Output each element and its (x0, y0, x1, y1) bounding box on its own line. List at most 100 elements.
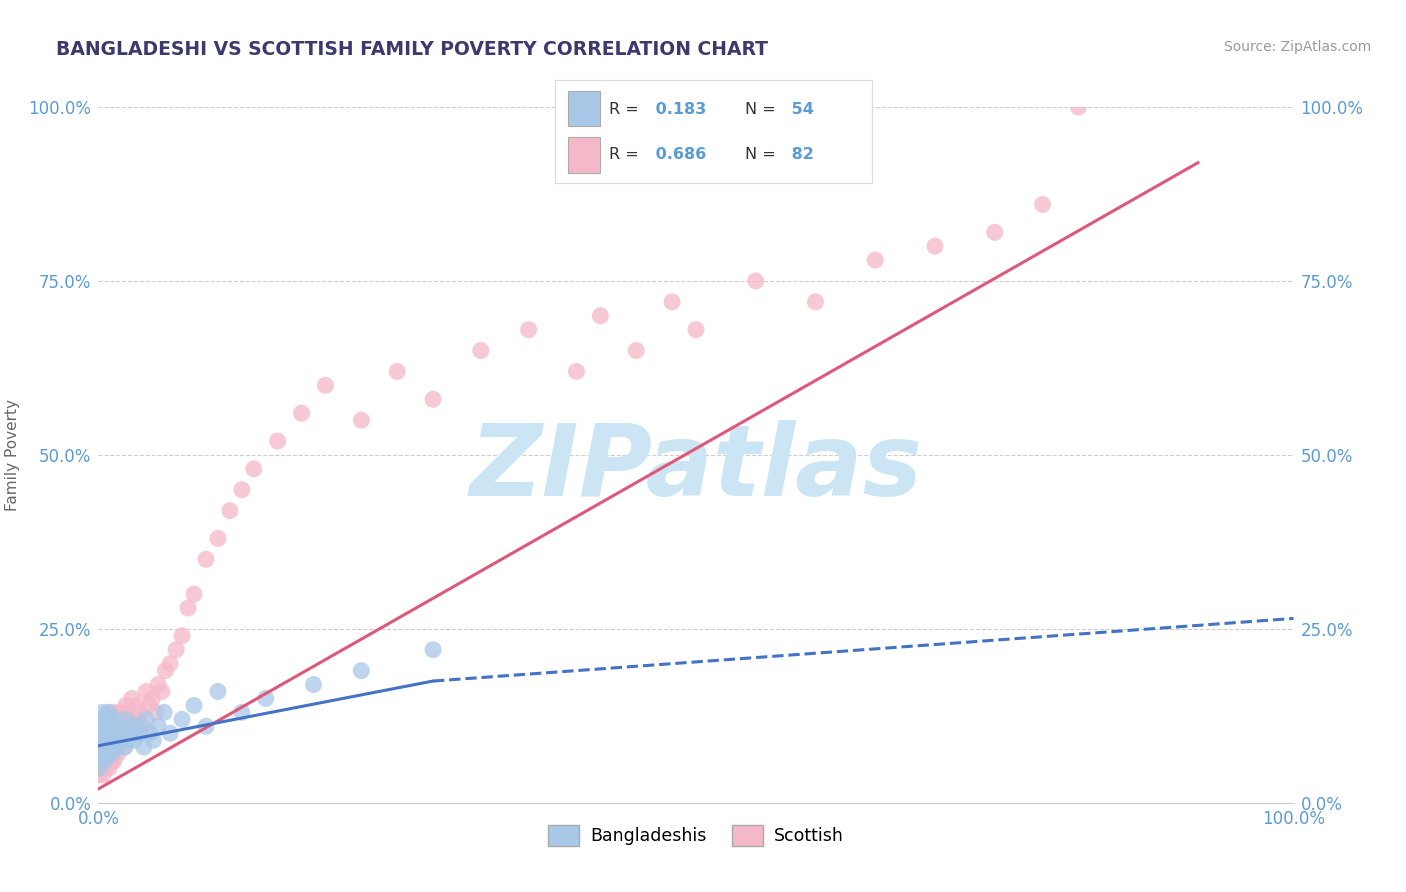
Text: R =: R = (609, 146, 644, 161)
Point (105, 726, 128, 740)
Point (422, 642, 444, 657)
Text: 0.183: 0.183 (650, 102, 707, 117)
Point (125, 698, 148, 713)
Point (589, 309, 612, 323)
Point (96, 733, 118, 747)
Point (120, 719, 142, 733)
Point (1032, 197, 1054, 211)
Text: R =: R = (609, 102, 644, 117)
Point (291, 406, 314, 420)
Point (117, 733, 139, 747)
Point (107, 747, 129, 761)
Point (183, 587, 205, 601)
Point (97, 726, 120, 740)
Point (254, 691, 277, 706)
Point (91, 754, 114, 768)
Text: Source: ZipAtlas.com: Source: ZipAtlas.com (1223, 40, 1371, 54)
Point (90, 712, 112, 726)
Point (129, 726, 152, 740)
Point (110, 706, 132, 720)
Bar (568, 136, 599, 173)
Point (94, 712, 117, 726)
Point (115, 719, 138, 733)
Point (172, 712, 194, 726)
Point (107, 719, 129, 733)
Point (177, 601, 200, 615)
Point (91, 740, 114, 755)
Point (108, 733, 131, 747)
Point (117, 706, 139, 720)
Point (89, 740, 111, 755)
Point (517, 323, 540, 337)
Point (91, 719, 114, 733)
Point (98, 719, 122, 733)
Point (114, 740, 136, 755)
Point (315, 378, 337, 392)
Point (94, 740, 117, 755)
Point (131, 719, 153, 733)
Text: 0.686: 0.686 (650, 146, 707, 161)
Point (125, 719, 148, 733)
Point (103, 740, 125, 755)
Point (127, 712, 149, 726)
Point (135, 684, 157, 698)
Point (97, 706, 120, 720)
Point (98, 706, 121, 720)
Point (103, 712, 125, 726)
Point (685, 323, 707, 337)
Point (804, 294, 827, 309)
Point (129, 706, 152, 720)
Point (97, 719, 120, 733)
Point (124, 733, 146, 747)
Point (745, 274, 768, 288)
Point (626, 343, 648, 358)
Point (100, 712, 122, 726)
Text: N =: N = (745, 146, 782, 161)
Point (159, 726, 181, 740)
Point (121, 691, 143, 706)
Point (661, 294, 683, 309)
Point (984, 225, 1007, 239)
Point (114, 740, 136, 755)
Point (100, 747, 122, 761)
Point (91, 768, 114, 782)
Point (104, 733, 127, 747)
Text: 54: 54 (786, 102, 814, 117)
Point (148, 719, 170, 733)
Point (195, 552, 218, 566)
Point (93, 719, 115, 733)
Point (207, 532, 229, 546)
Point (105, 726, 128, 740)
Point (98, 726, 121, 740)
Point (108, 733, 131, 747)
Point (350, 413, 373, 427)
Point (865, 253, 887, 268)
Point (96, 747, 118, 761)
Point (124, 726, 146, 740)
Point (90, 733, 112, 747)
Point (93, 761, 115, 775)
Point (90, 761, 112, 775)
Point (141, 691, 163, 706)
Bar (568, 91, 599, 127)
Point (121, 726, 143, 740)
Point (103, 754, 125, 768)
Point (138, 698, 160, 713)
Point (94, 747, 117, 761)
Text: 82: 82 (786, 146, 814, 161)
Point (302, 677, 325, 691)
Point (91, 747, 114, 761)
Point (89, 747, 111, 761)
Point (243, 462, 266, 476)
Point (98, 733, 122, 747)
Point (145, 706, 167, 720)
Text: N =: N = (745, 102, 782, 117)
Point (91, 706, 114, 720)
Text: BANGLADESHI VS SCOTTISH FAMILY POVERTY CORRELATION CHART: BANGLADESHI VS SCOTTISH FAMILY POVERTY C… (56, 40, 768, 59)
Point (150, 684, 173, 698)
Point (90, 726, 112, 740)
Point (142, 733, 165, 747)
Point (350, 664, 373, 678)
Point (96, 754, 118, 768)
Point (207, 684, 229, 698)
